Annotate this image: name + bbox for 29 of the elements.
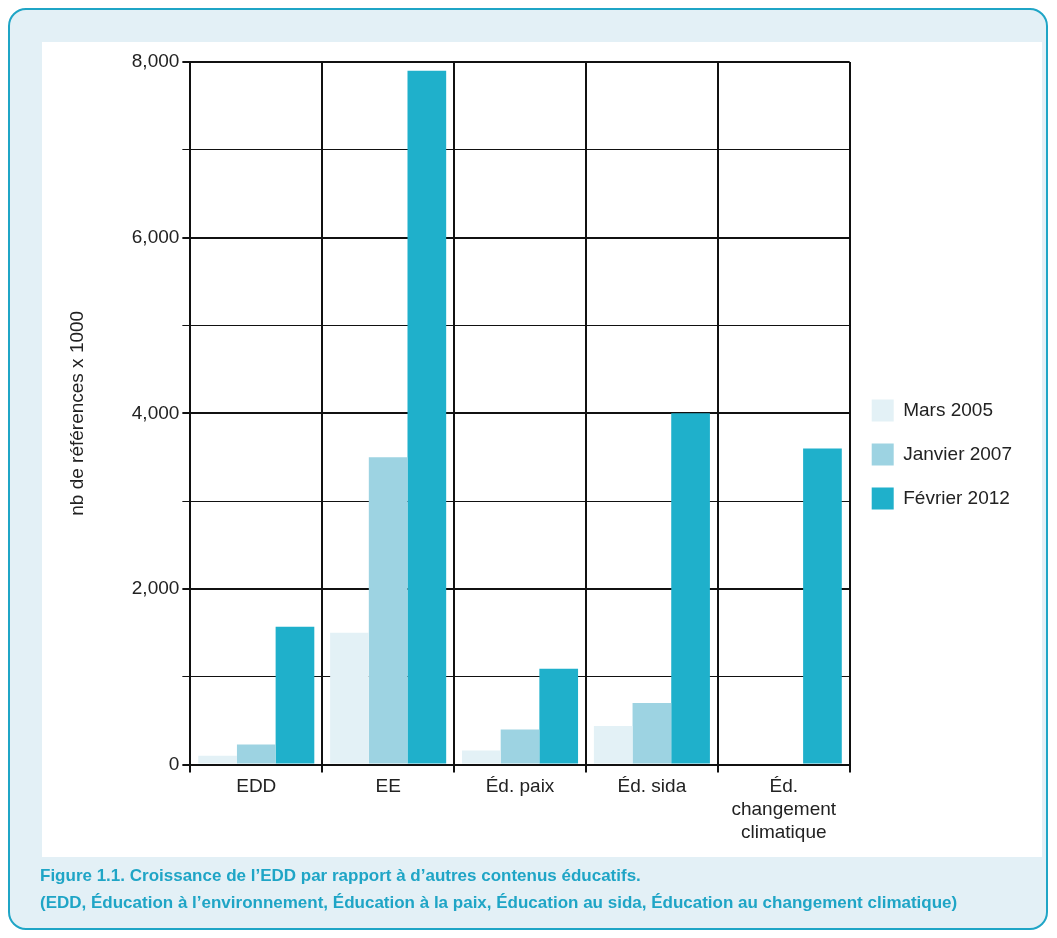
x-tick-label: EDD [236, 775, 277, 797]
bar [198, 755, 237, 764]
bar [500, 729, 540, 764]
text: (EDD, Éducation à l’environnement, Éducation à la paix, Éducation au sida, Éducation au changement climatique) [40, 892, 958, 914]
bar [330, 632, 369, 764]
y-tick-label: 0 [168, 752, 180, 774]
bar [462, 750, 501, 764]
bar [803, 448, 842, 764]
y-tick-label: 8,000 [131, 50, 180, 72]
x-tick-label: EE [375, 775, 401, 797]
bar [236, 744, 276, 764]
y-tick-label: 6,000 [131, 225, 180, 247]
bar [275, 626, 315, 764]
y-axis-title: nb de références x 1000 [65, 310, 87, 516]
y-tick-label: 2,000 [131, 577, 180, 599]
x-tick-label: Éd. changement climatique [731, 775, 837, 842]
y-tick-label: 4,000 [131, 401, 180, 423]
x-tick-label: Éd. sida [617, 775, 687, 797]
caption: Figure 1.1. Croissance de l’EDD par rapport à d’autres contenus éducatifs. [40, 865, 642, 887]
bar [539, 668, 579, 764]
x-tick-label: Éd. paix [485, 775, 555, 797]
bar [671, 413, 710, 764]
bar [632, 703, 672, 764]
legend-label: Janvier 2007 [903, 442, 1012, 464]
legend-label: Mars 2005 [903, 398, 993, 420]
bar [368, 457, 408, 764]
bar [593, 725, 633, 764]
bar [407, 70, 447, 764]
legend-label: Février 2012 [903, 486, 1010, 508]
